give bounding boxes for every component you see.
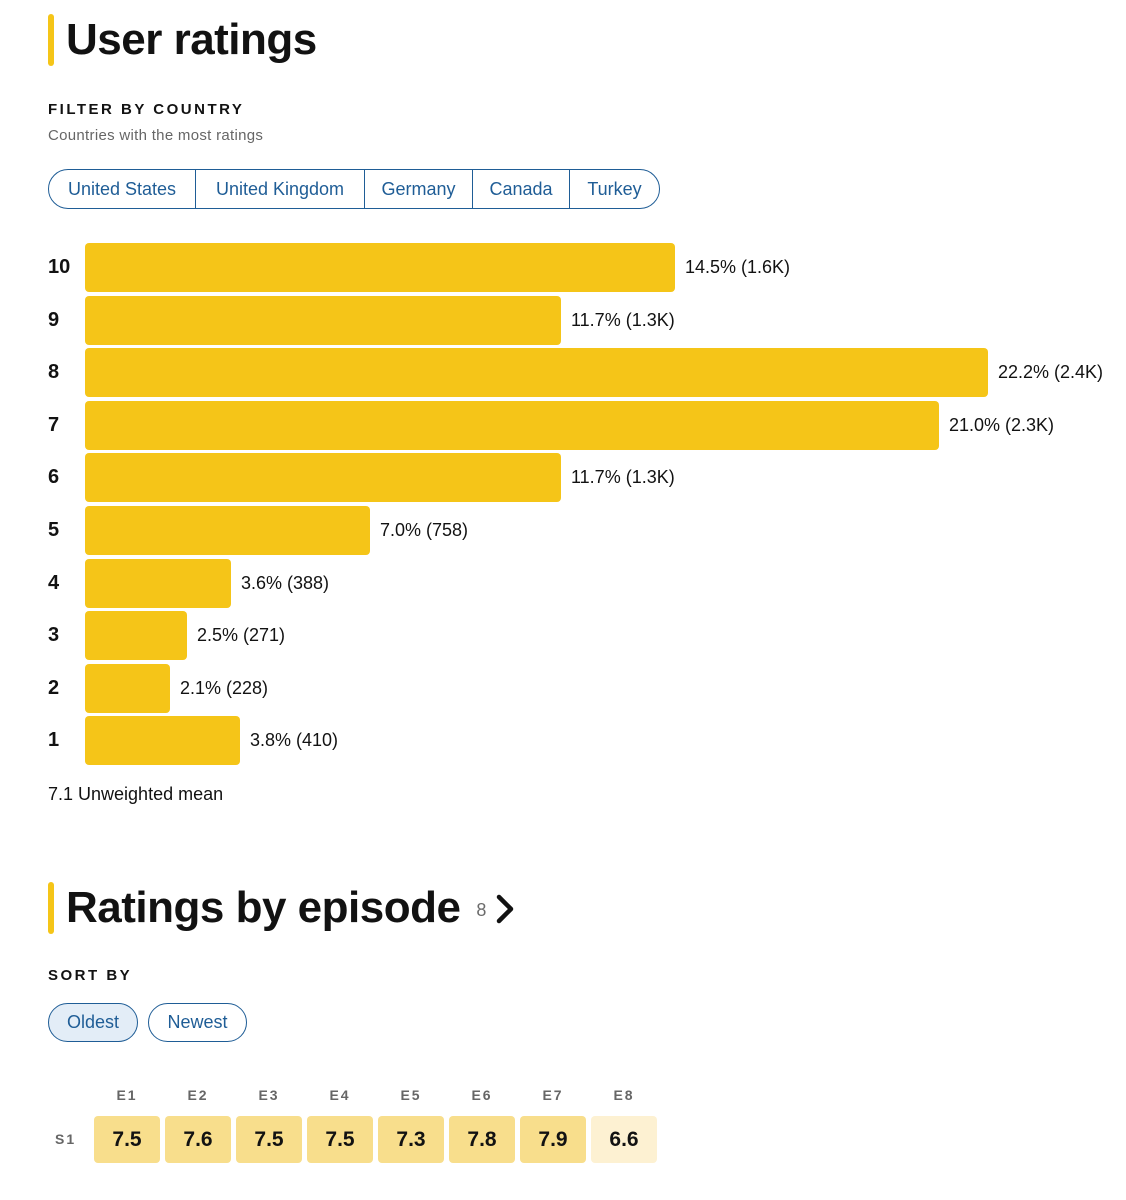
episode-count: 8 [476, 899, 487, 920]
episode-rating-cell[interactable]: 7.8 [449, 1116, 515, 1163]
sort-label: SORT BY [48, 967, 133, 984]
rating-value-label: 4 [48, 571, 60, 594]
user-ratings-heading: User ratings [48, 14, 317, 66]
rating-percent-label: 7.0% (758) [380, 520, 469, 540]
user-ratings-title: User ratings [66, 15, 317, 64]
country-turkey[interactable]: Turkey [587, 178, 642, 199]
rating-bar[interactable] [85, 348, 988, 398]
rating-bar[interactable] [85, 295, 561, 345]
sort-newest-button[interactable]: Newest [148, 1003, 247, 1042]
rating-percent-label: 3.6% (388) [241, 572, 330, 593]
chevron-right-icon[interactable] [494, 894, 516, 924]
rating-percent-label: 11.7% (1.3K) [571, 467, 675, 488]
country-germany[interactable]: Germany [365, 170, 473, 208]
episode-rating-cell[interactable]: 7.5 [94, 1116, 160, 1163]
country-canada[interactable]: Canada [473, 170, 570, 208]
rating-bar[interactable] [85, 400, 939, 450]
episode-header: E7 [542, 1087, 564, 1103]
unweighted-mean: 7.1 Unweighted mean [48, 784, 224, 804]
rating-value-label: 1 [48, 729, 60, 752]
episode-header: E8 [613, 1087, 635, 1103]
episode-header: E4 [329, 1087, 351, 1103]
rating-bar[interactable] [85, 663, 170, 713]
rating-percent-label: 2.1% (228) [180, 677, 269, 698]
rating-bar[interactable] [85, 716, 240, 766]
episode-rating-cell[interactable]: 7.6 [165, 1116, 231, 1163]
rating-value-label: 9 [48, 308, 60, 331]
rating-value-label: 5 [48, 519, 60, 541]
episode-rating-cell[interactable]: 7.3 [378, 1116, 444, 1163]
sort-oldest-button[interactable]: Oldest [48, 1003, 138, 1042]
rating-percent-label: 22.2% (2.4K) [998, 362, 1104, 383]
filter-label: FILTER BY COUNTRY [48, 101, 245, 118]
episode-header: E6 [471, 1087, 493, 1103]
episode-rating-cell[interactable]: 7.5 [307, 1116, 373, 1163]
country-filter: United States United Kingdom Germany Can… [48, 169, 660, 209]
episode-header: E2 [187, 1087, 209, 1103]
rating-bar[interactable] [85, 558, 231, 608]
rating-value-label: 7 [48, 413, 60, 436]
episode-rating-cell[interactable]: 7.5 [236, 1116, 302, 1163]
rating-value-label: 10 [48, 256, 71, 278]
accent-bar [48, 14, 54, 66]
episodes-heading: Ratings by episode 8 [48, 882, 516, 934]
rating-bar[interactable] [85, 506, 370, 555]
episode-header: E1 [116, 1087, 138, 1103]
episode-rating-cell[interactable]: 6.6 [591, 1116, 657, 1163]
episodes-title[interactable]: Ratings by episode [66, 883, 461, 932]
rating-percent-label: 21.0% (2.3K) [949, 414, 1055, 435]
rating-percent-label: 3.8% (410) [250, 730, 339, 751]
rating-value-label: 8 [48, 361, 60, 384]
episode-header: E3 [258, 1087, 280, 1103]
season-label: S1 [55, 1131, 77, 1147]
rating-bar[interactable] [85, 611, 187, 661]
rating-percent-label: 2.5% (271) [197, 625, 286, 646]
country-united-kingdom[interactable]: United Kingdom [196, 170, 365, 208]
rating-bar[interactable] [85, 453, 561, 503]
filter-subtitle: Countries with the most ratings [48, 127, 264, 144]
rating-percent-label: 11.7% (1.3K) [571, 309, 675, 330]
rating-percent-label: 14.5% (1.6K) [685, 257, 791, 277]
episode-rating-cell[interactable]: 7.9 [520, 1116, 586, 1163]
country-united-states[interactable]: United States [49, 170, 196, 208]
rating-value-label: 2 [48, 676, 60, 699]
rating-value-label: 6 [48, 466, 60, 489]
rating-bar[interactable] [85, 243, 675, 292]
episode-header: E5 [400, 1087, 422, 1103]
accent-bar [48, 882, 54, 934]
rating-value-label: 3 [48, 624, 60, 647]
